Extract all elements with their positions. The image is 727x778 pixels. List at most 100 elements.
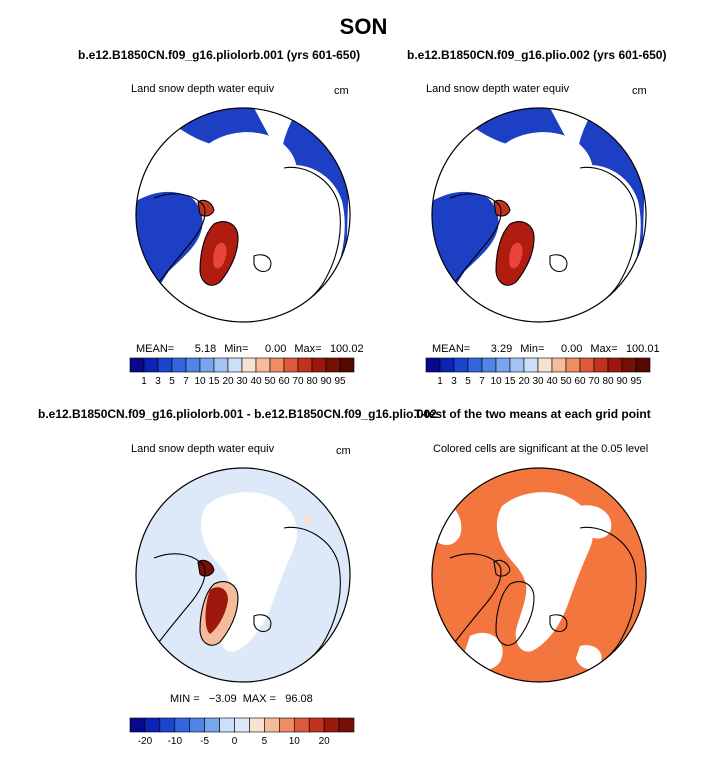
polar-ice-cap [200, 132, 298, 292]
panel1-units-label: cm [334, 85, 349, 97]
panel1-max-label: Max= [294, 343, 322, 355]
panel3-title: b.e12.B1850CN.f09_g16.pliolorb.001 - b.e… [38, 407, 437, 421]
colorbar-box [264, 717, 280, 733]
colorbar-box [593, 357, 609, 373]
colorbar-tick-label: 10 [194, 376, 206, 387]
colorbar-box [171, 357, 187, 373]
panel4-polar-map [431, 467, 647, 683]
colorbar-tick-label: 80 [602, 376, 614, 387]
colorbar-box [219, 717, 235, 733]
coastline [549, 254, 568, 273]
colorbar-box [269, 357, 285, 373]
panel2-colorbar: 1 3 5 7 10 15 20 30 40 50 60 70 80 90 95 [425, 357, 651, 387]
colorbar-box [227, 357, 243, 373]
greenland-core [509, 242, 523, 269]
panel1-polar-map [135, 107, 351, 323]
colorbar-box [509, 357, 525, 373]
panel1-colorbar: 1 3 5 7 10 15 20 30 40 50 60 70 80 90 95 [129, 357, 355, 387]
coastline [153, 553, 206, 647]
snow-field [560, 116, 646, 322]
panel1-min-value: 0.00 [264, 343, 287, 355]
colorbar-box [325, 357, 341, 373]
colorbar-box [283, 357, 299, 373]
panel3-colorbar: -20 -10 -5 0 5 10 20 [129, 717, 355, 747]
colorbar-box [241, 357, 257, 373]
panel1-mean-label: MEAN= [136, 343, 175, 355]
panel2-mean-value: 3.29 [490, 343, 513, 355]
colorbar-tick-label: 95 [630, 376, 642, 387]
map-layer [136, 468, 350, 682]
panel2-polar-map [431, 107, 647, 323]
colorbar-box [159, 717, 176, 733]
colorbar-box [234, 717, 250, 733]
colorbar-box [453, 357, 469, 373]
coastline [495, 581, 535, 646]
greenland-core [213, 242, 227, 269]
coastline [253, 614, 272, 633]
colorbar-tick-label: 0 [232, 736, 238, 747]
panel3-units-label: cm [336, 445, 351, 457]
colorbar-box [311, 357, 327, 373]
colorbar-box [279, 717, 295, 733]
colorbar-box [607, 357, 623, 373]
non-significant-ice-cap [496, 492, 594, 652]
panel2-stats: MEAN= 3.29 Min= 0.00 Max= 100.01 [432, 343, 660, 355]
colorbar-tick-label: -10 [168, 736, 183, 747]
colorbar-box [425, 357, 441, 373]
coastline [449, 193, 502, 287]
greenland-difference-core [205, 587, 228, 634]
colorbar-box [621, 357, 637, 373]
colorbar-box [297, 357, 313, 373]
polar-ice-cap [200, 492, 298, 652]
panel3-stats: MIN = −3.09 MAX = 96.08 [170, 693, 313, 705]
panel3-polar-map [135, 467, 351, 683]
coastline [493, 199, 511, 217]
colorbar-tick-label: -5 [200, 736, 209, 747]
panel2-units-label: cm [632, 85, 647, 97]
small-positive-cell [304, 516, 312, 524]
panel2-mean-label: MEAN= [432, 343, 471, 355]
coastline [197, 199, 215, 217]
map-border [431, 467, 647, 683]
colorbar-box [157, 357, 173, 373]
colorbar-box [174, 717, 191, 733]
coastline [253, 254, 272, 273]
colorbar-box [481, 357, 497, 373]
panel2-variable-label: Land snow depth water equiv [426, 83, 570, 95]
panel1-mean-value: 5.18 [194, 343, 217, 355]
colorbar-tick-label: 90 [320, 376, 332, 387]
colorbar-tick-label: 3 [155, 376, 161, 387]
colorbar-tick-label: 1 [437, 376, 443, 387]
colorbar-tick-label: 5 [465, 376, 471, 387]
coastline [549, 614, 568, 633]
colorbar-box [129, 357, 145, 373]
coastline [197, 559, 215, 577]
panel1-title: b.e12.B1850CN.f09_g16.pliolorb.001 (yrs … [78, 48, 361, 62]
colorbar-tick-label: 10 [490, 376, 502, 387]
colorbar-box [323, 717, 340, 733]
colorbar-box [199, 357, 215, 373]
colorbar-tick-label: 30 [236, 376, 248, 387]
colorbar-tick-label: 70 [588, 376, 600, 387]
coastline [199, 581, 239, 646]
coastline [493, 559, 511, 577]
colorbar-box [308, 717, 325, 733]
colorbar-tick-label: 5 [169, 376, 175, 387]
panel4-title: T-test of the two means at each grid poi… [414, 407, 651, 421]
colorbar-box [579, 357, 595, 373]
colorbar-box [467, 357, 483, 373]
colorbar-box [523, 357, 539, 373]
colorbar-box [551, 357, 567, 373]
panel1-min-label: Min= [224, 343, 249, 355]
map-border [431, 107, 647, 323]
colorbar-tick-label: 20 [319, 736, 331, 747]
colorbar-tick-label: 15 [208, 376, 220, 387]
colorbar-box [293, 717, 310, 733]
colorbar-box [204, 717, 220, 733]
colorbar-tick-label: 3 [451, 376, 457, 387]
colorbar-box [537, 357, 553, 373]
colorbar-tick-label: 50 [560, 376, 572, 387]
non-significant-patch [464, 632, 503, 670]
colorbar-tick-label: 60 [278, 376, 290, 387]
colorbar-box [213, 357, 229, 373]
